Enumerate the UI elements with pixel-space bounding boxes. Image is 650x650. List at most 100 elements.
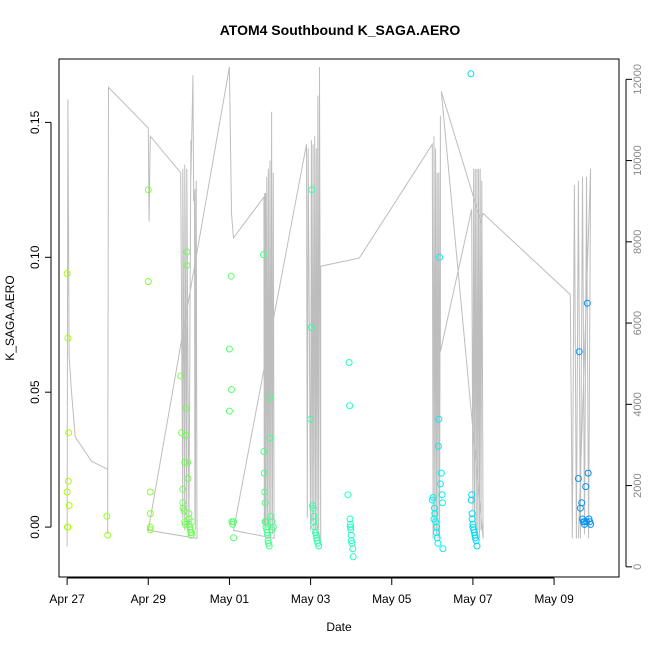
data-point: [184, 475, 192, 482]
data-point: [432, 529, 440, 536]
data-point: [179, 499, 187, 507]
data-point: [467, 70, 475, 78]
data-point: [583, 299, 591, 307]
data-point: [574, 475, 582, 482]
data-point: [435, 415, 443, 423]
data-point: [582, 483, 590, 491]
data-point: [468, 515, 476, 523]
data-point: [179, 485, 187, 493]
data-point: [431, 510, 439, 518]
data-point: [468, 510, 476, 518]
data-point: [228, 386, 235, 393]
data-point: [434, 539, 442, 547]
data-point: [346, 402, 354, 410]
data-point: [430, 504, 438, 512]
data-point: [312, 531, 320, 539]
x-axis: Apr 27 Apr 29 May 01 May 03 May 05 May 07 May …: [49, 577, 574, 606]
data-point: [65, 429, 73, 437]
data-point: [437, 469, 445, 477]
data-point: [65, 502, 73, 509]
data-point: [264, 531, 272, 539]
data-point: [144, 186, 152, 194]
data-point: [307, 323, 315, 331]
x-tick-label: May 01: [210, 592, 250, 606]
data-point: [181, 458, 189, 466]
data-point: [436, 253, 444, 261]
data-point: [315, 542, 323, 550]
y-axis-label: K_SAGA.AERO: [3, 275, 17, 360]
y-tick-label: 0.05: [28, 380, 42, 404]
data-point: [346, 523, 354, 531]
data-point: [64, 523, 72, 531]
data-point: [182, 404, 190, 412]
secondary-y-tick-label: 8000: [632, 230, 644, 254]
data-point: [432, 518, 440, 526]
data-point: [266, 394, 274, 402]
y-tick-label: 0.15: [28, 110, 42, 134]
data-point: [346, 515, 354, 523]
secondary-series-line: [66, 67, 592, 547]
data-point: [346, 520, 354, 528]
secondary-y-tick-label: 0: [632, 564, 644, 570]
data-point: [263, 526, 271, 534]
data-point: [266, 434, 274, 442]
plot-frame: [58, 58, 620, 578]
data-point: [587, 520, 595, 528]
data-point: [64, 334, 72, 342]
secondary-y-tick-label: 4000: [632, 392, 644, 416]
data-point: [269, 523, 277, 531]
data-point: [267, 512, 275, 520]
data-point: [182, 431, 190, 439]
secondary-y-tick-label: 2000: [632, 473, 644, 497]
y-tick-label: 0.00: [28, 515, 42, 539]
data-point: [260, 448, 268, 455]
data-point: [184, 458, 192, 466]
data-point: [429, 493, 437, 501]
x-tick-label: May 07: [453, 592, 493, 606]
data-point: [311, 523, 319, 531]
data-point: [467, 496, 475, 504]
data-point: [188, 529, 196, 536]
data-point: [185, 510, 193, 518]
x-tick-label: Apr 29: [131, 592, 167, 606]
data-point: [183, 248, 191, 256]
data-point: [104, 531, 112, 539]
x-tick-label: May 05: [372, 592, 412, 606]
y-axis: 0.00 0.05 0.10 0.15: [28, 110, 52, 539]
data-point: [188, 518, 196, 526]
data-point: [64, 477, 72, 485]
data-point: [439, 499, 446, 507]
data-point: [265, 542, 273, 550]
data-point: [310, 512, 318, 520]
data-point: [473, 542, 481, 550]
secondary-y-tick-label: 10000: [632, 145, 644, 176]
data-point: [103, 512, 111, 520]
data-point: [575, 348, 583, 356]
data-point: [308, 186, 316, 194]
data-point: [187, 531, 195, 539]
data-point: [229, 520, 237, 528]
x-tick-label: May 09: [534, 592, 574, 606]
data-point: [183, 261, 191, 269]
data-point: [439, 545, 447, 553]
data-point: [261, 488, 269, 496]
data-point: [578, 499, 586, 507]
x-axis-label: Date: [326, 620, 352, 634]
data-point: [146, 510, 154, 518]
data-point: [347, 531, 355, 539]
data-point: [309, 504, 317, 512]
secondary-y-tick-label: 6000: [632, 311, 644, 335]
data-point: [146, 523, 154, 531]
secondary-y-axis: 0 2000 4000 6000 8000 10000 12000: [625, 64, 644, 570]
data-point: [345, 359, 353, 366]
data-point: [349, 553, 357, 561]
data-point: [225, 345, 233, 353]
data-point: [584, 469, 592, 477]
data-point: [230, 534, 237, 542]
data-point: [469, 520, 477, 528]
data-point: [471, 529, 478, 536]
data-point: [144, 278, 152, 286]
data-point: [348, 539, 356, 547]
